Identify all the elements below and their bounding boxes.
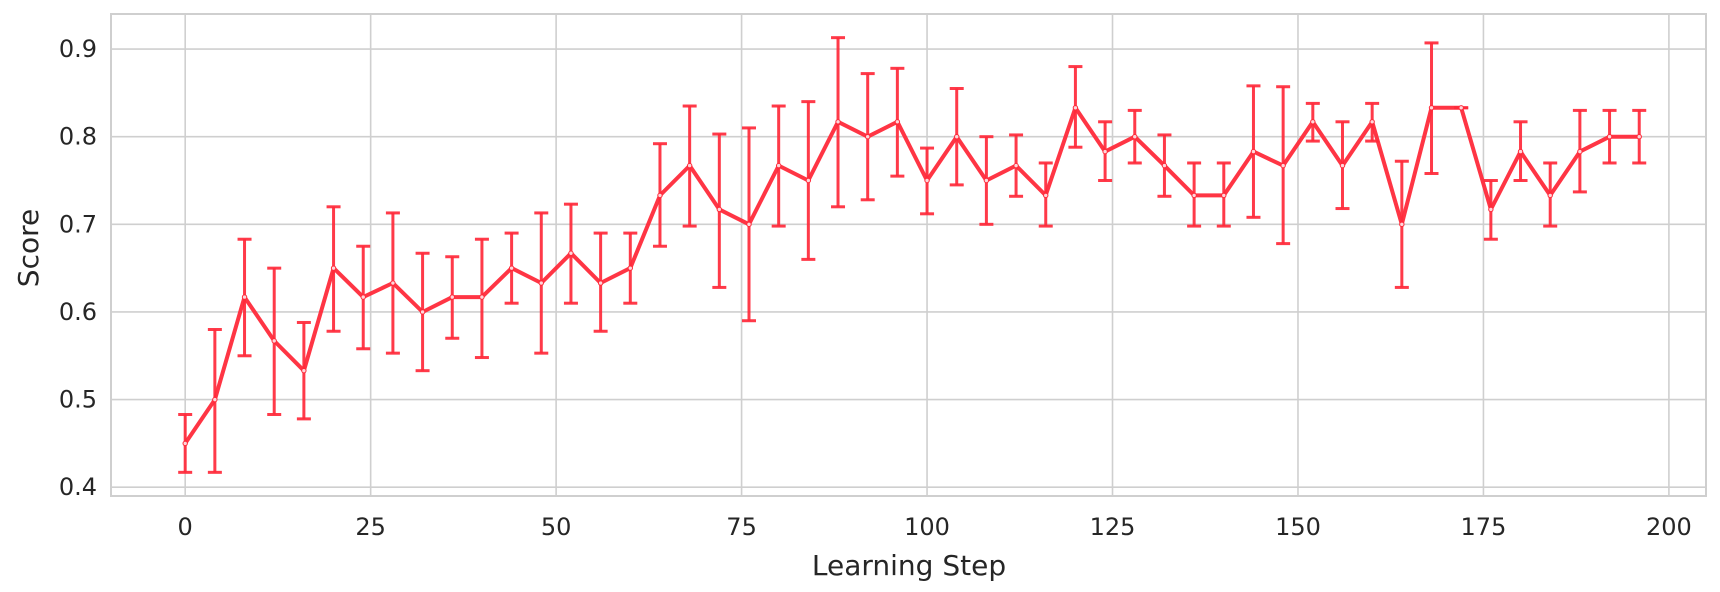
- x-tick-label: 0: [178, 513, 193, 541]
- data-point: [864, 133, 871, 140]
- data-point: [805, 177, 812, 184]
- data-point: [1428, 105, 1435, 111]
- y-tick-label: 0.4: [59, 473, 97, 501]
- data-point: [301, 367, 307, 374]
- tick-labels: 0 25 50 75 100 125 150 175 200 0.4 0.5 0.6 0.7 0.8 0.9: [59, 35, 1692, 541]
- data-point: [1399, 221, 1405, 228]
- data-point: [390, 280, 396, 286]
- data-point: [360, 294, 366, 300]
- data-point: [479, 294, 485, 300]
- data-point: [182, 440, 188, 447]
- y-tick-label: 0.5: [59, 386, 97, 414]
- data-point: [746, 221, 752, 228]
- data-point: [1161, 162, 1168, 169]
- data-point: [508, 265, 515, 271]
- data-point: [568, 250, 574, 256]
- data-point: [1310, 119, 1316, 125]
- x-tick-label: 100: [904, 513, 950, 541]
- series-layer: [182, 105, 1642, 447]
- data-point: [1250, 148, 1257, 155]
- data-point: [983, 177, 990, 184]
- data-point: [924, 177, 930, 184]
- data-point: [330, 265, 337, 271]
- data-point: [775, 162, 782, 169]
- data-point: [419, 309, 426, 315]
- data-point: [1636, 133, 1642, 140]
- x-tick-label: 75: [726, 513, 757, 541]
- y-axis-label: Score: [12, 209, 45, 287]
- data-point: [1339, 162, 1346, 169]
- y-tick-label: 0.9: [59, 35, 97, 63]
- y-tick-label: 0.8: [59, 123, 97, 151]
- data-point: [1547, 192, 1553, 199]
- data-point: [835, 119, 841, 125]
- data-point: [597, 280, 604, 286]
- data-point: [1072, 105, 1079, 111]
- series-line: [183, 105, 1642, 446]
- grid-lines: [111, 14, 1706, 496]
- x-axis-label: Learning Step: [812, 549, 1006, 582]
- x-tick-label: 150: [1275, 513, 1321, 541]
- data-point: [1221, 192, 1227, 199]
- x-tick-label: 50: [541, 513, 572, 541]
- axes-frame: [110, 13, 1707, 497]
- data-point: [716, 206, 723, 213]
- x-tick-label: 125: [1090, 513, 1136, 541]
- y-tick-label: 0.7: [59, 210, 97, 238]
- data-point: [1280, 162, 1286, 169]
- data-point: [241, 294, 248, 300]
- data-point: [1132, 133, 1138, 140]
- x-tick-label: 175: [1461, 513, 1507, 541]
- data-point: [894, 119, 901, 125]
- data-point: [1102, 148, 1108, 155]
- data-point: [1488, 206, 1494, 213]
- data-point: [449, 294, 455, 300]
- data-point: [954, 133, 960, 140]
- plot-frame: [110, 13, 1707, 497]
- data-point: [538, 280, 544, 286]
- x-tick-label: 200: [1646, 513, 1692, 541]
- data-point: [1606, 133, 1613, 140]
- data-point: [1517, 148, 1524, 155]
- data-point: [1043, 192, 1049, 199]
- data-point: [1191, 192, 1197, 199]
- data-point: [271, 338, 277, 344]
- data-point: [212, 396, 218, 403]
- x-tick-label: 25: [355, 513, 386, 541]
- data-point: [1013, 162, 1019, 169]
- data-point: [627, 265, 634, 271]
- data-point: [1577, 148, 1583, 155]
- y-tick-label: 0.6: [59, 298, 97, 326]
- data-point: [657, 192, 663, 199]
- data-point: [1369, 119, 1375, 125]
- data-point: [686, 162, 693, 169]
- data-point: [1458, 105, 1464, 111]
